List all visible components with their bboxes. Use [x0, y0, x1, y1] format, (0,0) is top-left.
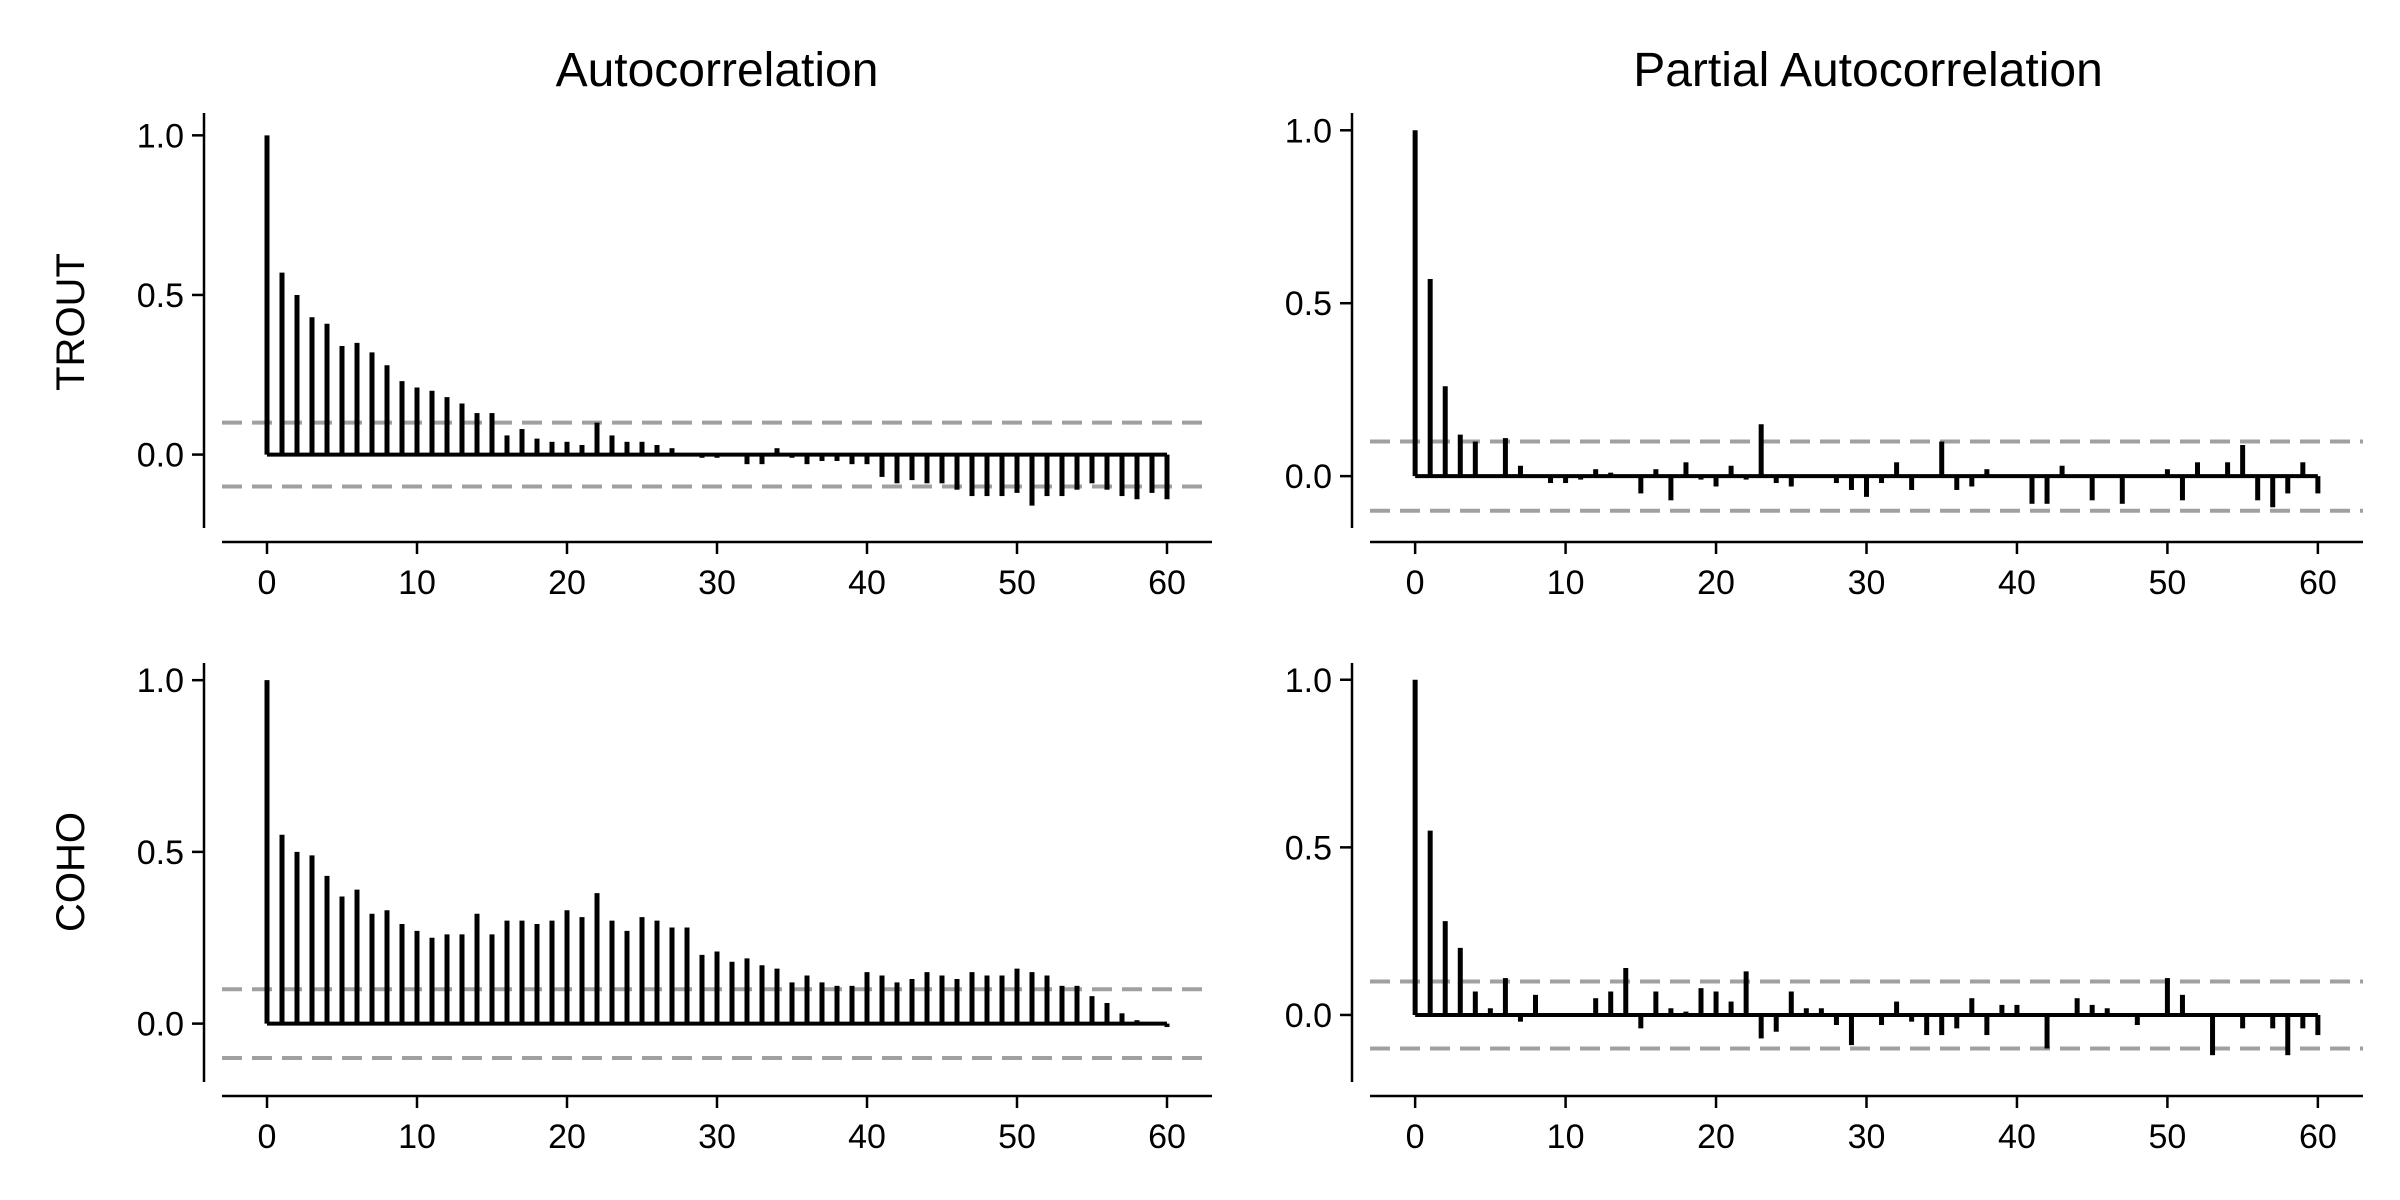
x-tick-label: 0 [1406, 564, 1425, 602]
y-tick-label: 0.0 [1285, 458, 1332, 496]
x-tick-label: 30 [698, 564, 736, 602]
x-tick-label: 50 [998, 1118, 1036, 1156]
x-tick-label: 20 [548, 564, 586, 602]
x-tick-label: 10 [398, 564, 436, 602]
y-tick-label: 0.5 [137, 277, 184, 315]
x-tick-label: 40 [1998, 564, 2036, 602]
x-tick-label: 30 [698, 1118, 736, 1156]
row-label-coho: COHO [49, 812, 93, 932]
x-tick-label: 60 [1148, 564, 1186, 602]
row-label-trout: TROUT [49, 253, 93, 391]
x-tick-label: 60 [1148, 1118, 1186, 1156]
x-tick-label: 60 [2299, 1118, 2337, 1156]
x-tick-label: 30 [1848, 564, 1886, 602]
x-tick-label: 0 [1406, 1118, 1425, 1156]
y-tick-label: 0.5 [1285, 285, 1332, 323]
y-tick-label: 0.0 [137, 437, 184, 475]
y-tick-label: 1.0 [1285, 662, 1332, 700]
panel-trout-autocorrelation: 0.0 0.5 1.0 0 10 20 30 40 50 60 [137, 113, 1212, 602]
x-tick-label: 20 [1697, 1118, 1735, 1156]
x-tick-label: 20 [548, 1118, 586, 1156]
panel-coho-autocorrelation: 0.0 0.5 1.0 0 10 20 30 40 50 60 [137, 662, 1212, 1156]
col-title-autocorrelation: Autocorrelation [556, 44, 879, 97]
y-tick-label: 1.0 [137, 117, 184, 155]
y-tick-label: 1.0 [137, 662, 184, 700]
x-tick-label: 10 [1547, 564, 1585, 602]
x-tick-label: 50 [2148, 1118, 2186, 1156]
x-tick-label: 0 [258, 1118, 277, 1156]
y-tick-label: 0.0 [137, 1006, 184, 1044]
x-tick-label: 40 [1998, 1118, 2036, 1156]
panel-trout-partial-autocorrelation: 0.0 0.5 1.0 0 10 20 30 40 50 60 [1285, 112, 2363, 602]
x-tick-label: 40 [848, 1118, 886, 1156]
x-tick-label: 20 [1697, 564, 1735, 602]
y-tick-label: 1.0 [1285, 112, 1332, 150]
x-tick-label: 50 [2148, 564, 2186, 602]
y-tick-label: 0.0 [1285, 997, 1332, 1035]
x-tick-label: 10 [398, 1118, 436, 1156]
x-tick-label: 10 [1547, 1118, 1585, 1156]
x-tick-label: 40 [848, 564, 886, 602]
x-tick-label: 0 [258, 564, 277, 602]
panel-coho-partial-autocorrelation: 0.0 0.5 1.0 0 10 20 30 40 50 60 [1285, 662, 2363, 1156]
x-tick-label: 30 [1848, 1118, 1886, 1156]
x-tick-label: 60 [2299, 564, 2337, 602]
y-tick-label: 0.5 [1285, 829, 1332, 867]
y-tick-label: 0.5 [137, 834, 184, 872]
col-title-partial-autocorrelation: Partial Autocorrelation [1633, 44, 2103, 97]
x-tick-label: 50 [998, 564, 1036, 602]
